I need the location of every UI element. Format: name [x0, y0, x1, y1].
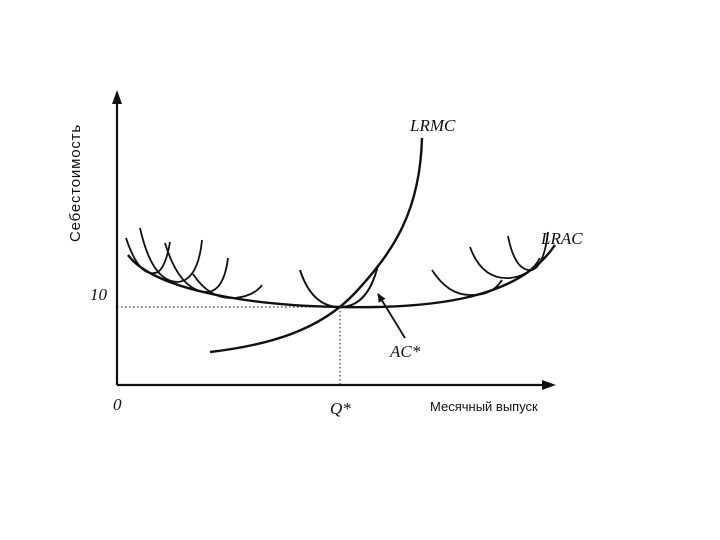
lrac-curve [127, 244, 556, 309]
x-axis-label: Месячный выпуск [430, 399, 538, 414]
short-run-ac-curve [469, 246, 541, 279]
ac-star-pointer [377, 293, 406, 339]
short-run-ac-curve [431, 269, 503, 296]
y-axis-label: Себестоимость [67, 124, 84, 242]
short-run-ac-curve [507, 231, 549, 271]
x-tick-label: Q* [330, 399, 351, 418]
y-tick-label: 10 [90, 285, 108, 304]
short-run-ac-curve [139, 227, 203, 283]
short-run-ac-curve [164, 242, 229, 293]
lrmc-curve [209, 137, 424, 354]
short-run-ac-curve [299, 264, 379, 309]
lrmc-label: LRMC [409, 116, 456, 135]
origin-label: 0 [113, 395, 122, 414]
short-run-ac-curve [192, 273, 263, 299]
lrac-label: LRAC [540, 229, 583, 248]
ac-star-label: AC* [389, 342, 421, 361]
x-axis-arrow [542, 380, 556, 390]
y-axis-arrow [112, 90, 122, 104]
